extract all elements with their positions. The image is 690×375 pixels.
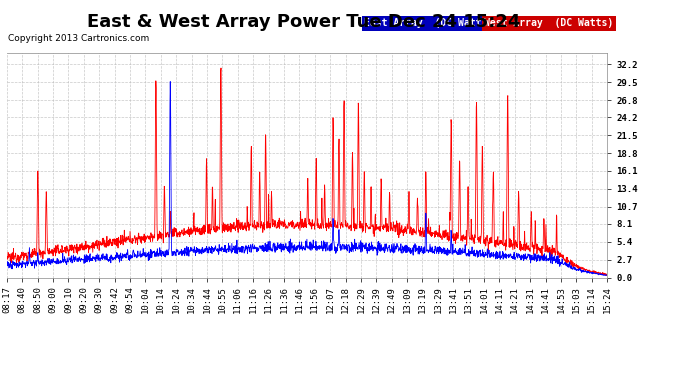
Text: East & West Array Power Tue Dec 24 15:24: East & West Array Power Tue Dec 24 15:24 <box>87 13 520 31</box>
Text: Copyright 2013 Cartronics.com: Copyright 2013 Cartronics.com <box>8 34 150 43</box>
Text: East Array  (DC Watts): East Array (DC Watts) <box>364 18 493 28</box>
Text: West Array  (DC Watts): West Array (DC Watts) <box>484 18 613 28</box>
